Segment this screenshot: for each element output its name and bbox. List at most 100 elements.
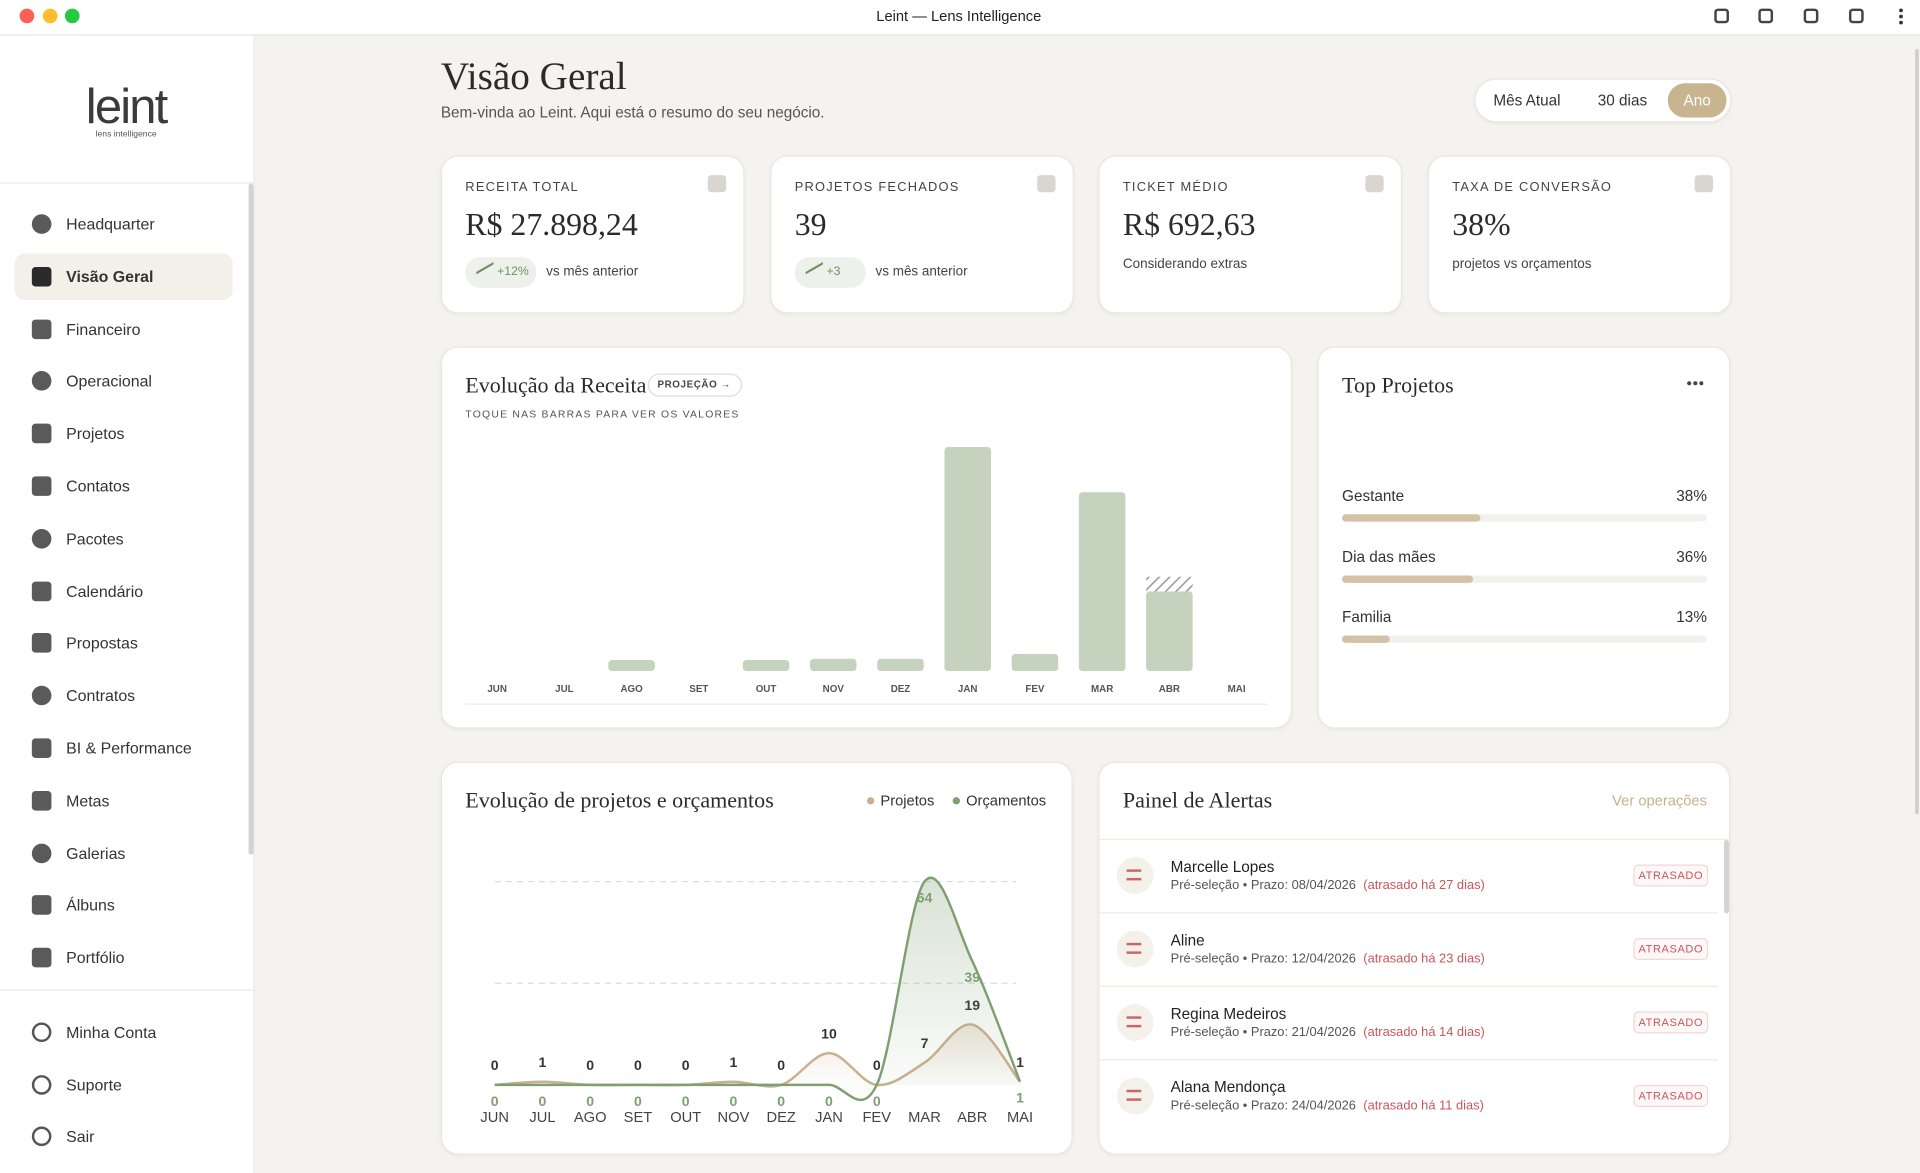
window-control[interactable]	[42, 8, 57, 24]
projection-bar[interactable]	[1146, 576, 1193, 592]
x-tick-label: DEZ	[891, 684, 911, 695]
legend-dot	[866, 797, 875, 805]
nav-item[interactable]: Contratos	[66, 686, 136, 705]
x-tick-label: JUN	[487, 684, 507, 695]
bar[interactable]	[810, 658, 857, 672]
nav-item[interactable]: Minha Conta	[66, 1023, 157, 1042]
nav-icon	[31, 1022, 52, 1043]
nav-item[interactable]: BI & Performance	[66, 738, 192, 758]
toolbar-icon[interactable]	[1848, 8, 1864, 24]
brand-tagline: lens intelligence	[95, 130, 157, 139]
title-bar	[0, 0, 1920, 36]
nav-item[interactable]: Projetos	[66, 424, 125, 443]
toolbar-icon[interactable]	[1803, 8, 1819, 24]
nav-icon	[31, 1126, 52, 1147]
card-title: Top Projetos	[1342, 372, 1454, 398]
bar[interactable]	[944, 446, 991, 672]
nav-item[interactable]: Headquarter	[66, 214, 155, 234]
alert-name[interactable]: Alana Mendonça	[1170, 1078, 1286, 1096]
nav-item[interactable]: Operacional	[66, 372, 152, 391]
legend-dot	[952, 797, 961, 805]
alert-icon-bg	[1116, 1004, 1154, 1041]
x-tick-label: FEV	[862, 1110, 891, 1126]
nav-icon	[31, 319, 52, 339]
kpi-value: R$ 27.898,24	[465, 206, 638, 243]
nav-item[interactable]: Sair	[66, 1127, 95, 1146]
alert-name[interactable]: Marcelle Lopes	[1170, 858, 1275, 876]
bar[interactable]	[1078, 492, 1126, 672]
divider	[1099, 912, 1718, 914]
x-tick-label: OUT	[756, 684, 777, 695]
kpi-note: projetos vs orçamentos	[1452, 257, 1592, 272]
nav-item[interactable]: Metas	[66, 791, 110, 810]
toolbar-icon[interactable]	[1714, 8, 1729, 24]
bar[interactable]	[1146, 591, 1193, 672]
top-projects-card	[1317, 346, 1731, 729]
x-tick-label: SET	[689, 684, 708, 695]
nav-item[interactable]: Portfólio	[66, 948, 125, 967]
alerts-link[interactable]: Ver operações	[1612, 792, 1707, 810]
data-label: 0	[873, 1057, 881, 1073]
nav-icon	[31, 1074, 52, 1095]
bar[interactable]	[877, 658, 924, 672]
progress-fill	[1342, 635, 1390, 643]
alert-name[interactable]: Aline	[1170, 931, 1205, 949]
toolbar-icon[interactable]	[1758, 8, 1774, 24]
nav-item[interactable]: Galerias	[66, 843, 126, 863]
bar[interactable]	[608, 660, 655, 672]
alert-detail: Pré-seleção • Prazo: 08/04/2026	[1170, 877, 1356, 893]
period-button[interactable]: 30 dias	[1597, 91, 1648, 109]
divider	[0, 182, 255, 184]
progress-track	[1342, 574, 1707, 583]
alert-overdue: (atrasado há 11 dias)	[1363, 1098, 1484, 1114]
data-label: 0	[586, 1057, 594, 1073]
bar[interactable]	[742, 660, 790, 672]
data-label: 0	[586, 1093, 594, 1109]
menu-icon[interactable]	[1899, 7, 1903, 25]
data-label: 1	[730, 1054, 738, 1070]
trend-pill	[794, 257, 866, 288]
nav-item[interactable]: Financeiro	[66, 319, 141, 339]
bar[interactable]	[1011, 653, 1059, 672]
nav-icon	[31, 371, 52, 392]
status-label: ATRASADO	[1638, 1016, 1704, 1029]
alert-icon-bg	[1116, 930, 1154, 968]
kpi-value: 39	[794, 206, 827, 243]
period-button[interactable]: Ano	[1683, 91, 1711, 109]
data-label: 0	[634, 1057, 642, 1073]
period-button[interactable]: Mês Atual	[1493, 91, 1561, 109]
window-control[interactable]	[64, 8, 80, 24]
x-tick-label: AGO	[620, 684, 643, 695]
kpi-note: Considerando extras	[1122, 257, 1248, 272]
badge[interactable]	[647, 373, 743, 397]
nav-item[interactable]: Álbuns	[66, 896, 115, 915]
nav-item[interactable]: Contatos	[66, 476, 130, 496]
badge-label[interactable]: PROJEÇÃO →	[657, 378, 732, 391]
x-tick-label: JAN	[958, 684, 978, 695]
nav-item[interactable]: Pacotes	[66, 529, 124, 548]
data-label: 0	[682, 1093, 690, 1109]
alert-name[interactable]: Regina Medeiros	[1170, 1005, 1287, 1023]
project-share: 38%	[1676, 487, 1707, 505]
nav-icon	[31, 633, 52, 654]
nav-item[interactable]: Propostas	[66, 634, 138, 653]
data-label: 1	[1016, 1054, 1024, 1070]
project-name: Familia	[1342, 608, 1392, 626]
alerts-scrollbar	[1724, 840, 1729, 914]
status-badge	[1633, 1084, 1709, 1107]
nav-item[interactable]: Visão Geral	[66, 267, 154, 286]
x-tick-label: MAI	[1007, 1110, 1033, 1126]
status-badge	[1633, 864, 1709, 887]
alert-detail: Pré-seleção • Prazo: 24/04/2026	[1170, 1098, 1356, 1114]
project-name: Gestante	[1342, 487, 1405, 505]
nav-item[interactable]: Calendário	[66, 581, 144, 601]
window-control[interactable]	[19, 8, 35, 24]
nav-item[interactable]: Suporte	[66, 1075, 122, 1094]
alert-detail: Pré-seleção • Prazo: 21/04/2026	[1170, 1024, 1356, 1040]
more-menu[interactable]	[1686, 380, 1704, 386]
legend-label: Orçamentos	[966, 792, 1047, 810]
alert-overdue: (atrasado há 27 dias)	[1363, 877, 1485, 893]
x-tick-label: JUL	[555, 684, 574, 695]
data-label: 0	[682, 1057, 690, 1073]
